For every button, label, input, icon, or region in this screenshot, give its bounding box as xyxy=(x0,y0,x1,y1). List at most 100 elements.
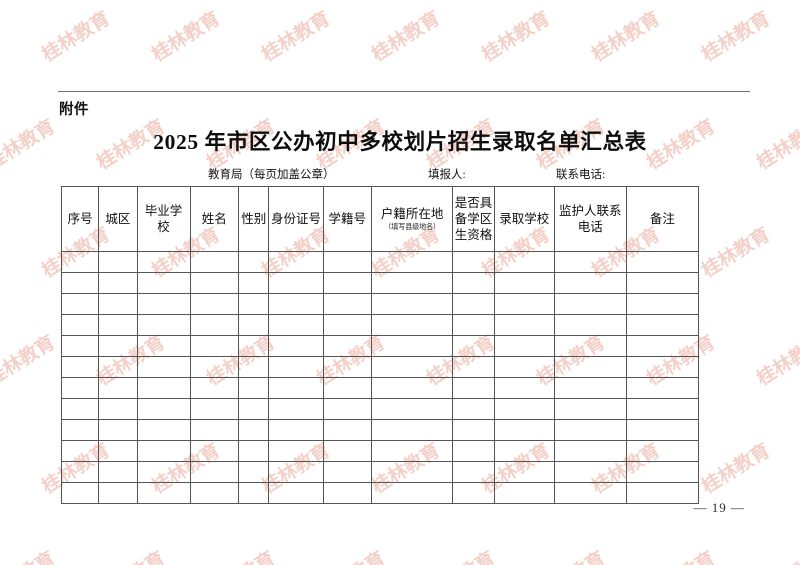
table-cell[interactable] xyxy=(493,377,555,399)
table-cell[interactable] xyxy=(322,272,373,294)
table-cell[interactable] xyxy=(189,398,239,420)
table-cell[interactable] xyxy=(189,272,239,294)
table-cell[interactable] xyxy=(452,293,495,315)
table-cell[interactable] xyxy=(189,335,239,357)
table-cell[interactable] xyxy=(136,314,191,336)
table-cell[interactable] xyxy=(98,440,138,462)
table-cell[interactable] xyxy=(452,377,495,399)
table-cell[interactable] xyxy=(136,461,191,483)
table-cell[interactable] xyxy=(553,398,627,420)
table-cell[interactable] xyxy=(60,272,100,294)
table-cell[interactable] xyxy=(493,356,555,378)
table-cell[interactable] xyxy=(98,419,138,441)
table-cell[interactable] xyxy=(268,314,324,336)
table-cell[interactable] xyxy=(60,251,100,273)
table-cell[interactable] xyxy=(625,335,700,357)
table-cell[interactable] xyxy=(625,461,700,483)
table-cell[interactable] xyxy=(370,314,454,336)
table-cell[interactable] xyxy=(370,419,454,441)
table-cell[interactable] xyxy=(98,377,138,399)
table-cell[interactable] xyxy=(268,461,324,483)
table-cell[interactable] xyxy=(553,440,627,462)
table-cell[interactable] xyxy=(370,356,454,378)
table-cell[interactable] xyxy=(268,377,324,399)
table-cell[interactable] xyxy=(322,398,373,420)
table-cell[interactable] xyxy=(136,398,191,420)
table-cell[interactable] xyxy=(322,419,373,441)
table-cell[interactable] xyxy=(237,251,270,273)
table-cell[interactable] xyxy=(189,440,239,462)
table-cell[interactable] xyxy=(370,461,454,483)
table-cell[interactable] xyxy=(268,272,324,294)
table-cell[interactable] xyxy=(237,293,270,315)
table-cell[interactable] xyxy=(625,419,700,441)
table-cell[interactable] xyxy=(452,356,495,378)
table-cell[interactable] xyxy=(553,314,627,336)
table-cell[interactable] xyxy=(452,398,495,420)
table-cell[interactable] xyxy=(98,335,138,357)
table-cell[interactable] xyxy=(60,377,100,399)
table-cell[interactable] xyxy=(452,461,495,483)
table-cell[interactable] xyxy=(237,272,270,294)
table-cell[interactable] xyxy=(370,377,454,399)
table-cell[interactable] xyxy=(370,335,454,357)
table-cell[interactable] xyxy=(237,419,270,441)
table-cell[interactable] xyxy=(452,419,495,441)
table-cell[interactable] xyxy=(493,440,555,462)
table-cell[interactable] xyxy=(625,293,700,315)
table-cell[interactable] xyxy=(452,335,495,357)
table-cell[interactable] xyxy=(370,293,454,315)
table-cell[interactable] xyxy=(98,251,138,273)
table-cell[interactable] xyxy=(322,377,373,399)
table-cell[interactable] xyxy=(136,440,191,462)
table-cell[interactable] xyxy=(553,461,627,483)
table-cell[interactable] xyxy=(625,482,700,504)
table-cell[interactable] xyxy=(493,251,555,273)
table-cell[interactable] xyxy=(98,314,138,336)
table-cell[interactable] xyxy=(98,293,138,315)
table-cell[interactable] xyxy=(237,482,270,504)
table-cell[interactable] xyxy=(452,314,495,336)
table-cell[interactable] xyxy=(98,398,138,420)
table-cell[interactable] xyxy=(60,293,100,315)
table-cell[interactable] xyxy=(136,251,191,273)
table-cell[interactable] xyxy=(268,440,324,462)
table-cell[interactable] xyxy=(237,356,270,378)
table-cell[interactable] xyxy=(370,251,454,273)
table-cell[interactable] xyxy=(625,272,700,294)
table-cell[interactable] xyxy=(237,440,270,462)
table-cell[interactable] xyxy=(237,461,270,483)
table-cell[interactable] xyxy=(625,440,700,462)
table-cell[interactable] xyxy=(136,272,191,294)
table-cell[interactable] xyxy=(268,293,324,315)
table-cell[interactable] xyxy=(136,356,191,378)
table-cell[interactable] xyxy=(493,461,555,483)
table-cell[interactable] xyxy=(493,293,555,315)
table-cell[interactable] xyxy=(625,251,700,273)
table-cell[interactable] xyxy=(553,293,627,315)
table-cell[interactable] xyxy=(553,356,627,378)
table-cell[interactable] xyxy=(98,272,138,294)
table-cell[interactable] xyxy=(189,377,239,399)
table-cell[interactable] xyxy=(189,419,239,441)
table-cell[interactable] xyxy=(60,440,100,462)
table-cell[interactable] xyxy=(493,314,555,336)
table-cell[interactable] xyxy=(189,251,239,273)
table-cell[interactable] xyxy=(60,314,100,336)
table-cell[interactable] xyxy=(237,398,270,420)
table-cell[interactable] xyxy=(268,356,324,378)
table-cell[interactable] xyxy=(493,398,555,420)
table-cell[interactable] xyxy=(452,272,495,294)
table-cell[interactable] xyxy=(98,356,138,378)
table-cell[interactable] xyxy=(625,356,700,378)
table-cell[interactable] xyxy=(136,293,191,315)
table-cell[interactable] xyxy=(136,335,191,357)
table-cell[interactable] xyxy=(493,419,555,441)
table-cell[interactable] xyxy=(322,335,373,357)
table-cell[interactable] xyxy=(136,377,191,399)
table-cell[interactable] xyxy=(322,314,373,336)
table-cell[interactable] xyxy=(189,293,239,315)
table-cell[interactable] xyxy=(322,356,373,378)
table-cell[interactable] xyxy=(60,461,100,483)
table-cell[interactable] xyxy=(452,251,495,273)
